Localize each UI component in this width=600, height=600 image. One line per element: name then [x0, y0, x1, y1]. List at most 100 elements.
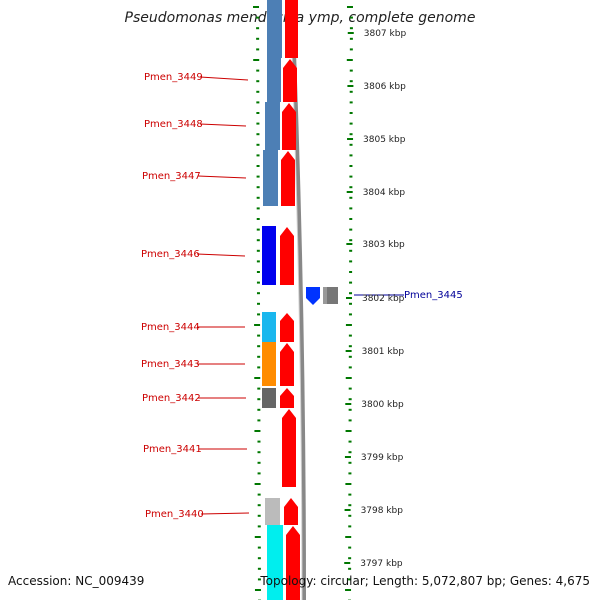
right-tick	[348, 546, 352, 549]
right-tick	[348, 302, 352, 305]
right-tick	[348, 504, 352, 507]
right-tick	[349, 27, 353, 30]
gene-label[interactable]: Pmen_3445	[404, 290, 463, 301]
left-tick	[257, 546, 261, 549]
major-tick	[345, 403, 352, 405]
class-bar-pmen-3443	[262, 342, 276, 386]
gene-label[interactable]: Pmen_3449	[144, 72, 203, 83]
gene-label[interactable]: Pmen_3447	[142, 171, 201, 182]
class-bar-top	[267, 0, 282, 58]
left-tick	[256, 122, 260, 125]
left-tick	[256, 154, 260, 157]
right-tick	[349, 260, 353, 263]
right-tick	[346, 6, 353, 8]
left-tick	[257, 461, 261, 464]
class-bar-bottom	[267, 525, 283, 600]
gene-label[interactable]: Pmen_3448	[144, 119, 203, 130]
left-tick	[257, 493, 261, 496]
gene-arrow-top	[285, 0, 298, 58]
tick-label: 3800 kbp	[361, 400, 404, 410]
gene-label[interactable]: Pmen_3440	[145, 509, 204, 520]
gene-arrow-pmen-3446	[280, 227, 294, 285]
major-tick	[347, 32, 354, 34]
left-tick	[256, 175, 260, 178]
right-tick	[349, 122, 353, 125]
class-bar-pmen-3449	[267, 58, 281, 102]
gene-label[interactable]: Pmen_3446	[141, 249, 200, 260]
tick-label: 3807 kbp	[364, 29, 407, 39]
left-tick	[256, 196, 260, 199]
label-leaders	[196, 76, 404, 515]
left-tick	[257, 514, 261, 517]
tick-label: 3797 kbp	[360, 559, 403, 569]
left-tick	[257, 567, 261, 570]
leader-line	[196, 253, 246, 257]
leader-line	[199, 123, 247, 127]
right-tick	[349, 69, 353, 72]
right-tick	[346, 59, 353, 61]
left-tick	[256, 292, 260, 295]
left-tick	[254, 589, 261, 591]
major-tick	[345, 297, 352, 299]
left-tick	[256, 80, 260, 83]
left-tick	[256, 249, 260, 252]
left-tick	[256, 207, 260, 210]
class-bar-pmen-3448	[265, 102, 280, 150]
tick-label: 3803 kbp	[362, 240, 405, 250]
left-tick	[256, 239, 260, 242]
gene-label[interactable]: Pmen_3442	[142, 393, 201, 404]
left-tick	[257, 451, 261, 454]
left-tick	[256, 143, 260, 146]
major-tick	[345, 350, 352, 352]
tick-label: 3801 kbp	[362, 347, 405, 357]
right-tick	[349, 90, 353, 93]
labels: 3807 kbp 3806 kbp 3805 kbp 3804 kbp 3803 kbp…	[141, 29, 463, 569]
right-tick	[345, 430, 352, 432]
left-tick	[256, 281, 260, 284]
class-bar-pmen-3442	[262, 388, 276, 408]
right-tick	[348, 419, 352, 422]
right-tick	[349, 133, 353, 136]
right-tick	[348, 557, 352, 560]
left-tick	[256, 133, 260, 136]
right-tick	[349, 292, 353, 295]
right-tick	[348, 472, 352, 475]
right-tick	[349, 175, 353, 178]
gene-arrow-pmen-3447	[281, 151, 295, 206]
right-tick	[349, 228, 353, 231]
left-tick	[254, 324, 261, 326]
left-tick	[256, 218, 260, 220]
left-tick	[257, 557, 261, 560]
gene-arrow-bottom	[286, 526, 300, 600]
right-tick	[348, 408, 352, 411]
left-tick	[256, 101, 260, 104]
right-ruler	[345, 6, 353, 600]
gene-label[interactable]: Pmen_3441	[143, 444, 202, 455]
right-tick	[348, 440, 352, 443]
left-tick	[257, 398, 261, 401]
right-tick	[349, 101, 353, 104]
major-tick	[347, 85, 354, 87]
right-tick	[349, 112, 353, 114]
left-tick	[256, 112, 260, 114]
gene-label[interactable]: Pmen_3444	[141, 322, 200, 333]
tick-label: 3805 kbp	[363, 135, 406, 145]
left-tick	[257, 345, 261, 348]
left-tick	[256, 27, 260, 30]
right-tick	[349, 207, 353, 210]
gene-arrow-pmen-3442	[280, 388, 294, 408]
right-tick	[349, 218, 353, 220]
gene-arrow-pmen-3444	[280, 313, 294, 342]
left-tick	[257, 366, 261, 369]
left-tick	[257, 302, 261, 305]
left-tick	[257, 440, 261, 443]
right-tick	[348, 366, 352, 369]
class-bar-pmen-3446	[262, 226, 276, 285]
gene-arrow-pmen-3441	[282, 409, 296, 487]
tick-label: 3804 kbp	[363, 188, 406, 198]
leader-line	[200, 512, 250, 515]
right-tick	[349, 37, 353, 40]
left-tick	[257, 387, 261, 390]
gene-label[interactable]: Pmen_3443	[141, 359, 200, 370]
